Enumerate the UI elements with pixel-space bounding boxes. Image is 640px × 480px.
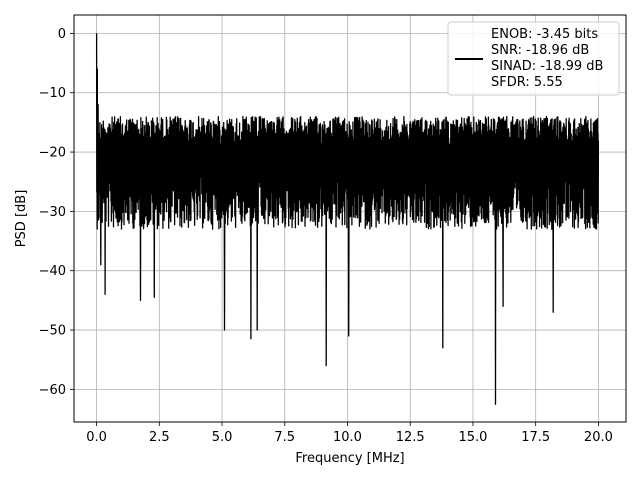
plot-frame <box>73 14 627 423</box>
legend-enob: ENOB: -3.45 bits <box>491 27 598 42</box>
y-tick-label: −60 <box>39 383 66 398</box>
x-tick-label: 5.0 <box>212 430 233 445</box>
x-tick-label: 12.5 <box>396 430 425 445</box>
legend-sfdr: SFDR: 5.55 <box>491 75 563 90</box>
x-tick-label: 2.5 <box>149 430 170 445</box>
x-axis-ticks: 0.0 2.5 5.0 7.5 10.0 12.5 15.0 17.5 20.0 <box>86 422 613 445</box>
legend: ENOB: -3.45 bits SNR: -18.96 dB SINAD: -… <box>447 21 620 96</box>
y-tick-label: −10 <box>39 86 66 101</box>
y-axis-ticks: 0 −10 −20 −30 −40 −50 −60 <box>39 27 74 398</box>
y-tick-label: 0 <box>58 27 66 42</box>
x-tick-label: 15.0 <box>458 430 487 445</box>
legend-snr: SNR: -18.96 dB <box>491 43 589 58</box>
x-tick-label: 0.0 <box>86 430 107 445</box>
y-axis-label: PSD [dB] <box>14 190 29 248</box>
y-tick-label: −20 <box>39 146 66 161</box>
x-tick-label: 10.0 <box>333 430 362 445</box>
y-tick-label: −50 <box>39 324 66 339</box>
series-line-psd <box>95 33 600 405</box>
y-tick-label: −40 <box>39 264 66 279</box>
x-tick-label: 17.5 <box>521 430 550 445</box>
legend-sinad: SINAD: -18.99 dB <box>491 59 603 74</box>
x-tick-label: 7.5 <box>274 430 295 445</box>
x-tick-label: 20.0 <box>584 430 613 445</box>
y-tick-label: −30 <box>39 205 66 220</box>
psd-trace <box>95 33 600 405</box>
legend-box <box>447 21 620 96</box>
x-axis-label: Frequency [MHz] <box>295 451 404 466</box>
